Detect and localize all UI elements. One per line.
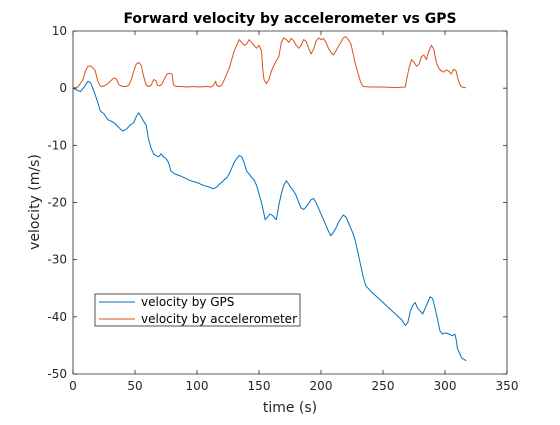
x-tick-label: 50	[127, 379, 142, 393]
x-axis-label: time (s)	[263, 400, 317, 416]
y-tick-label: -20	[47, 196, 67, 210]
x-tick-label: 100	[186, 379, 209, 393]
series-line-gps	[72, 80, 467, 362]
y-tick-label: -30	[47, 253, 67, 267]
y-tick-label: 10	[52, 24, 67, 38]
x-tick-label: 350	[496, 379, 519, 393]
series-layer	[72, 36, 467, 362]
x-tick-label: 250	[372, 379, 395, 393]
x-tick-label: 300	[434, 379, 457, 393]
legend-label-gps: velocity by GPS	[141, 295, 234, 309]
y-tick-label: -40	[47, 310, 67, 324]
y-tick-label: -10	[47, 138, 67, 152]
y-tick-label: -50	[47, 367, 67, 381]
series-line-accelerometer	[72, 36, 467, 89]
legend: velocity by GPS velocity by acceleromete…	[94, 293, 301, 327]
x-tick-label: 150	[248, 379, 271, 393]
x-tick-label: 0	[69, 379, 77, 393]
x-tick-label: 200	[310, 379, 333, 393]
y-axis-label: velocity (m/s)	[27, 154, 43, 250]
legend-box	[94, 293, 301, 327]
ticks-layer: 0 50 100 150 200 250 300 350 -50 -40 -30 -20 -10 0 10	[47, 24, 518, 393]
chart-title: Forward velocity by accelerometer vs GPS	[123, 11, 456, 27]
legend-label-accelerometer: velocity by accelerometer	[141, 312, 297, 326]
y-tick-label: 0	[59, 81, 67, 95]
